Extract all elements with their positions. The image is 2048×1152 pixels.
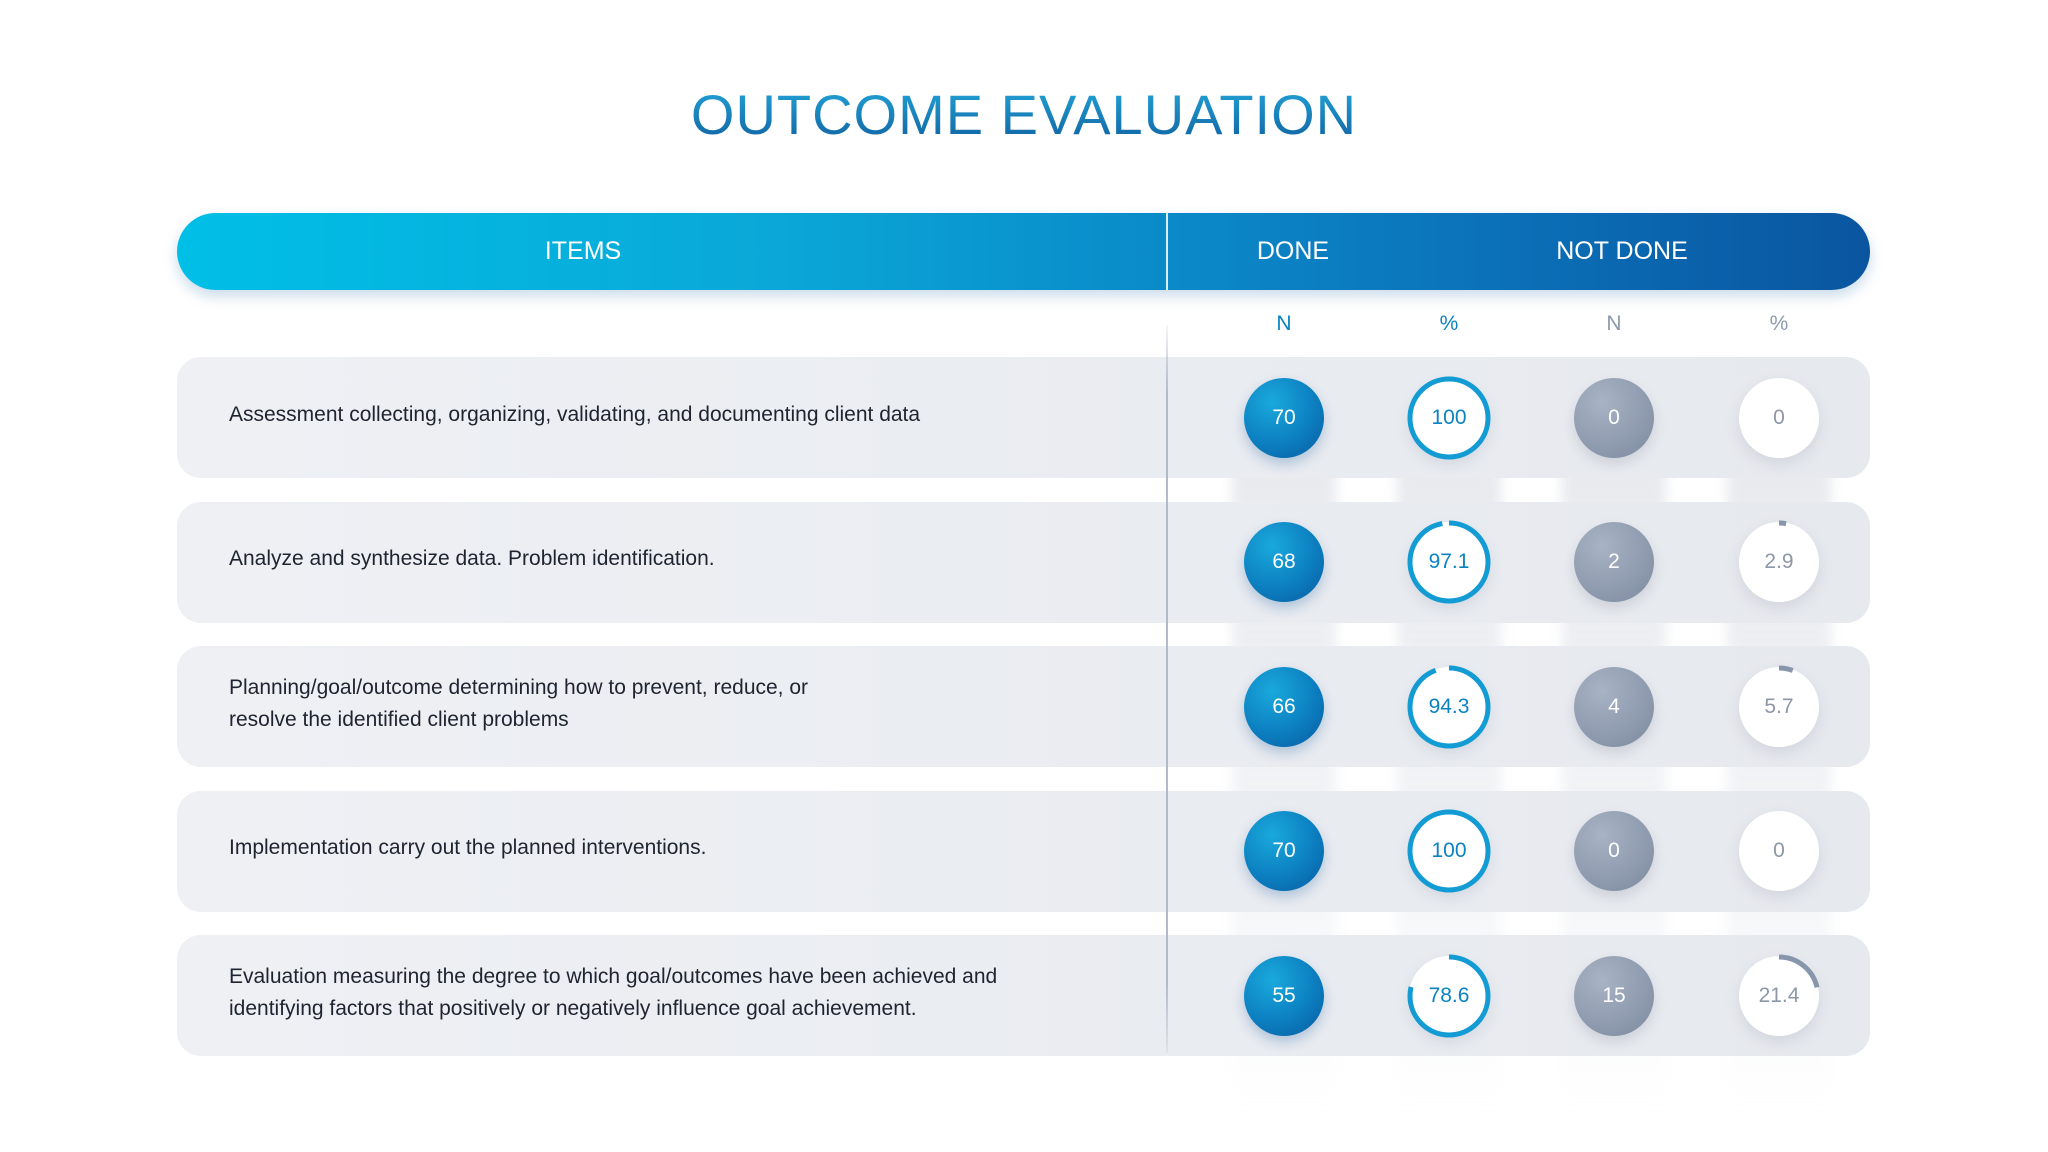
- row-item-text: Implementation carry out the planned int…: [229, 836, 707, 859]
- progress-ring: [1737, 665, 1821, 748]
- subheader-done-n: N: [1276, 312, 1292, 335]
- cell-value-label: 0: [1608, 839, 1620, 862]
- header-not-done-label: NOT DONE: [1556, 237, 1688, 265]
- done-percent-value: 100: [1407, 809, 1491, 893]
- cell-value-label: 0: [1773, 839, 1785, 862]
- progress-ring: [1407, 520, 1491, 604]
- cell-value-label: 21.4: [1758, 983, 1800, 1007]
- cell-value-label: 78.6: [1428, 983, 1470, 1007]
- header-done-label: DONE: [1256, 237, 1330, 265]
- cell-value-label: 5.7: [1764, 694, 1794, 718]
- not-done-n-value: 15: [1574, 955, 1654, 1036]
- progress-ring: [1407, 954, 1491, 1037]
- cell-value-label: 100: [1431, 405, 1467, 429]
- done-n-value: 55: [1244, 955, 1324, 1036]
- cell-value-label: 100: [1431, 839, 1467, 862]
- done-n-value: 70: [1244, 811, 1324, 891]
- subheader-not-done-pct: %: [1769, 312, 1789, 335]
- cell-value-label: 2.9: [1764, 550, 1794, 573]
- progress-arc: [1407, 376, 1491, 459]
- cell-value-label: 2: [1608, 550, 1620, 573]
- table-row: Planning/goal/outcome determining how to…: [177, 646, 1870, 767]
- cell-value-label: 55: [1272, 983, 1296, 1007]
- done-n-value: 70: [1244, 377, 1324, 458]
- done-n-value: 68: [1244, 522, 1324, 602]
- progress-arc: [1407, 954, 1491, 1037]
- progress-ring: [1407, 665, 1491, 748]
- row-item-text: Assessment collecting, organizing, valid…: [229, 402, 921, 426]
- done-percent-value: 97.1: [1407, 520, 1491, 604]
- done-percent-value: 100: [1407, 376, 1491, 459]
- not-done-n-value: 0: [1574, 377, 1654, 458]
- not-done-percent-value: 2.9: [1737, 520, 1821, 604]
- cell-value-label: 94.3: [1428, 694, 1470, 718]
- table-header-bar: ITEMS DONE NOT DONE: [177, 213, 1870, 290]
- not-done-n-value: 4: [1574, 666, 1654, 747]
- not-done-percent-value: 0: [1739, 377, 1819, 458]
- progress-ring: [1737, 954, 1821, 1037]
- table-row: Implementation carry out the planned int…: [177, 790, 1870, 912]
- progress-arc: [1407, 520, 1491, 604]
- cell-value-label: 66: [1272, 694, 1296, 718]
- cell-value-label: 70: [1272, 405, 1296, 429]
- done-percent-value: 78.6: [1407, 954, 1491, 1037]
- cell-value-label: 15: [1602, 983, 1626, 1007]
- done-n-value: 66: [1244, 666, 1324, 747]
- header-divider: [1166, 213, 1168, 290]
- progress-arc: [1737, 520, 1821, 604]
- subheader-not-done-n: N: [1606, 312, 1622, 335]
- progress-arc: [1407, 809, 1491, 893]
- cell-value-label: 97.1: [1428, 550, 1470, 573]
- cell-value-label: 4: [1608, 694, 1620, 718]
- cell-value-label: 68: [1272, 550, 1296, 573]
- not-done-n-value: 2: [1574, 522, 1654, 602]
- not-done-percent-value: 21.4: [1737, 954, 1821, 1037]
- header-items-label: ITEMS: [544, 237, 622, 265]
- column-divider: [1166, 325, 1168, 1053]
- page-title: OUTCOME EVALUATION: [0, 82, 2048, 147]
- not-done-percent-value: 5.7: [1737, 665, 1821, 748]
- progress-arc: [1737, 665, 1821, 748]
- cell-value-label: 0: [1608, 405, 1620, 429]
- row-item-text: Evaluation measuring the degree to which…: [229, 964, 998, 1020]
- subheader-done-pct: %: [1439, 312, 1459, 335]
- progress-ring: [1407, 809, 1491, 893]
- progress-ring: [1737, 520, 1821, 604]
- row-item-text: Planning/goal/outcome determining how to…: [229, 675, 809, 731]
- done-percent-value: 94.3: [1407, 665, 1491, 748]
- not-done-percent-value: 0: [1739, 811, 1819, 891]
- progress-ring: [1407, 376, 1491, 459]
- progress-arc: [1407, 665, 1491, 748]
- cell-value-label: 70: [1272, 839, 1296, 862]
- cell-value-label: 0: [1773, 405, 1785, 429]
- not-done-n-value: 0: [1574, 811, 1654, 891]
- row-item-text: Analyze and synthesize data. Problem ide…: [229, 547, 715, 570]
- progress-arc: [1737, 954, 1821, 1037]
